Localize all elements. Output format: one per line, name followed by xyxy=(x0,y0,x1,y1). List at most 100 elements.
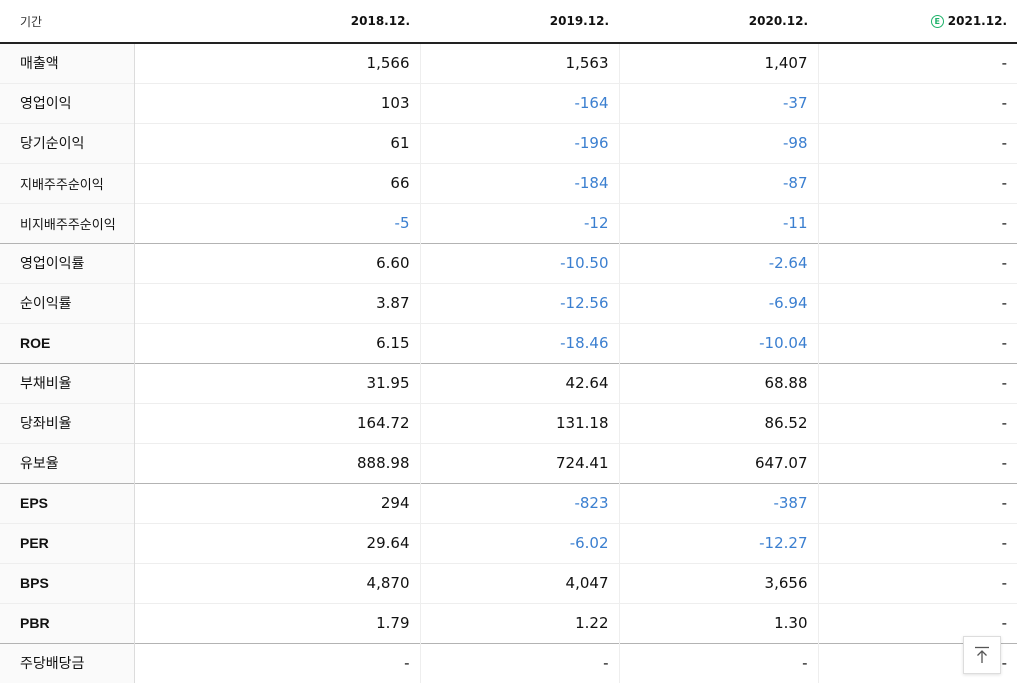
column-header-label: 2021.12. xyxy=(947,14,1007,28)
cell-value: 86.52 xyxy=(618,402,818,443)
cell-value: 6.60 xyxy=(133,242,420,283)
cell-value: -6.02 xyxy=(419,522,619,563)
cell-value: 1.22 xyxy=(419,602,619,643)
cell-value: -98 xyxy=(618,122,818,163)
cell-value: 31.95 xyxy=(133,362,420,403)
cell-value: 1,566 xyxy=(133,42,420,83)
scroll-top-button[interactable] xyxy=(963,636,1001,674)
cell-value: - xyxy=(817,562,1017,603)
row-label: PER xyxy=(0,522,135,563)
row-label: 비지배주주순이익 xyxy=(0,202,135,243)
row-label: EPS xyxy=(0,482,135,523)
cell-value: 42.64 xyxy=(419,362,619,403)
table-row: PBR 1.79 1.22 1.30- xyxy=(0,602,1017,643)
cell-value: 6.15 xyxy=(133,322,420,363)
row-label: 지배주주순이익 xyxy=(0,162,135,203)
cell-value: -37 xyxy=(618,82,818,123)
table-row: BPS 4,870 4,047 3,656- xyxy=(0,562,1017,603)
cell-value: -12.27 xyxy=(618,522,818,563)
table-row: 영업이익률 6.60 -10.50 -2.64- xyxy=(0,242,1017,283)
cell-value: 647.07 xyxy=(618,442,818,483)
cell-value: 1.30 xyxy=(618,602,818,643)
cell-value: 131.18 xyxy=(419,402,619,443)
cell-value: 61 xyxy=(133,122,420,163)
cell-value: - xyxy=(817,242,1017,283)
cell-value: 294 xyxy=(133,482,420,523)
table-row: 영업이익 103 -164 -37- xyxy=(0,82,1017,123)
cell-value: 103 xyxy=(133,82,420,123)
cell-value: 724.41 xyxy=(419,442,619,483)
table-row: 유보율 888.98 724.41 647.07- xyxy=(0,442,1017,483)
column-header: 2019.12. xyxy=(420,0,619,44)
cell-value: 1.79 xyxy=(133,602,420,643)
cell-value: -2.64 xyxy=(618,242,818,283)
cell-value: 68.88 xyxy=(618,362,818,403)
cell-value: - xyxy=(817,42,1017,83)
row-label: 당좌비율 xyxy=(0,402,135,443)
cell-value: -11 xyxy=(618,202,818,243)
row-label: PBR xyxy=(0,602,135,643)
cell-value: -196 xyxy=(419,122,619,163)
table-row: EPS 294 -823 -387- xyxy=(0,482,1017,523)
cell-value: -6.94 xyxy=(618,282,818,323)
row-label: 당기순이익 xyxy=(0,122,135,163)
table-row: 주당배당금 - - - - xyxy=(0,642,1017,683)
row-label: 부채비율 xyxy=(0,362,135,403)
row-label: BPS xyxy=(0,562,135,603)
cell-value: - xyxy=(817,282,1017,323)
cell-value: 29.64 xyxy=(133,522,420,563)
column-header: 2018.12. xyxy=(134,0,420,44)
cell-value: 4,870 xyxy=(133,562,420,603)
cell-value: -12.56 xyxy=(419,282,619,323)
cell-value: -12 xyxy=(419,202,619,243)
cell-value: - xyxy=(618,642,818,683)
column-header-estimate: E 2021.12. xyxy=(818,0,1017,44)
table-row: 지배주주순이익 66 -184 -87- xyxy=(0,162,1017,203)
table-row: 순이익률 3.87 -12.56 -6.94- xyxy=(0,282,1017,323)
estimate-badge-icon: E xyxy=(930,15,944,28)
table-row: 당기순이익 61 -196 -98- xyxy=(0,122,1017,163)
cell-value: -823 xyxy=(419,482,619,523)
cell-value: - xyxy=(817,482,1017,523)
row-label: 순이익률 xyxy=(0,282,135,323)
cell-value: - xyxy=(817,322,1017,363)
cell-value: - xyxy=(817,202,1017,243)
cell-value: - xyxy=(133,642,420,683)
row-label: 영업이익 xyxy=(0,82,135,123)
cell-value: 888.98 xyxy=(133,442,420,483)
cell-value: 66 xyxy=(133,162,420,203)
row-label: 매출액 xyxy=(0,42,135,83)
cell-value: - xyxy=(817,402,1017,443)
cell-value: -164 xyxy=(419,82,619,123)
row-label: 영업이익률 xyxy=(0,242,135,283)
cell-value: -387 xyxy=(618,482,818,523)
table-row: 부채비율 31.95 42.64 68.88- xyxy=(0,362,1017,403)
cell-value: 4,047 xyxy=(419,562,619,603)
column-header: 2020.12. xyxy=(619,0,818,44)
cell-value: -10.04 xyxy=(618,322,818,363)
cell-value: - xyxy=(817,362,1017,403)
arrow-up-to-line-icon xyxy=(975,646,989,663)
cell-value: 3.87 xyxy=(133,282,420,323)
cell-value: -87 xyxy=(618,162,818,203)
cell-value: 1,407 xyxy=(618,42,818,83)
table-row: 매출액 1,566 1,563 1,407- xyxy=(0,42,1017,83)
cell-value: -10.50 xyxy=(419,242,619,283)
cell-value: - xyxy=(419,642,619,683)
cell-value: 3,656 xyxy=(618,562,818,603)
cell-value: - xyxy=(817,442,1017,483)
cell-value: - xyxy=(817,122,1017,163)
cell-value: 164.72 xyxy=(133,402,420,443)
row-label: 주당배당금 xyxy=(0,642,135,683)
cell-value: 1,563 xyxy=(419,42,619,83)
cell-value: - xyxy=(817,522,1017,563)
row-label: 유보율 xyxy=(0,442,135,483)
period-header: 기간 xyxy=(0,0,134,44)
cell-value: - xyxy=(817,82,1017,123)
table-body: 매출액 1,566 1,563 1,407- 영업이익 103 -164 -37- 당기순이익 6… xyxy=(0,42,1017,683)
cell-value: - xyxy=(817,162,1017,203)
table-row: 당좌비율 164.72 131.18 86.52- xyxy=(0,402,1017,443)
row-label: ROE xyxy=(0,322,135,363)
cell-value: -5 xyxy=(133,202,420,243)
